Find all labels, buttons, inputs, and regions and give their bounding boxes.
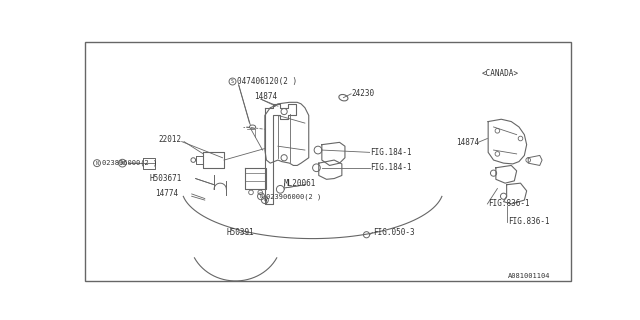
Text: FIG.836-1: FIG.836-1 xyxy=(488,199,530,208)
Text: 22012: 22012 xyxy=(159,135,182,144)
Text: 023806000(2 ): 023806000(2 ) xyxy=(102,160,157,166)
Text: ML20061: ML20061 xyxy=(284,179,317,188)
Text: 023906000(2 ): 023906000(2 ) xyxy=(266,193,321,199)
Text: 14874: 14874 xyxy=(456,138,480,147)
Text: 14774: 14774 xyxy=(155,189,178,198)
Text: S: S xyxy=(231,79,234,84)
Text: H503671: H503671 xyxy=(149,174,182,183)
Text: FIG.836-1: FIG.836-1 xyxy=(508,217,550,226)
Text: 14874: 14874 xyxy=(254,92,277,101)
Text: N: N xyxy=(121,161,124,166)
Text: N: N xyxy=(95,161,99,166)
Text: 047406120(2 ): 047406120(2 ) xyxy=(237,77,297,86)
Text: 24230: 24230 xyxy=(352,89,375,98)
Text: N: N xyxy=(260,194,262,199)
Text: FIG.050-3: FIG.050-3 xyxy=(372,228,414,237)
Text: N: N xyxy=(264,198,266,202)
Text: A081001104: A081001104 xyxy=(508,273,550,279)
Text: FIG.184-1: FIG.184-1 xyxy=(371,148,412,157)
Text: FIG.184-1: FIG.184-1 xyxy=(371,163,412,172)
Text: <CANADA>: <CANADA> xyxy=(482,69,519,78)
Text: H50391: H50391 xyxy=(227,228,254,237)
